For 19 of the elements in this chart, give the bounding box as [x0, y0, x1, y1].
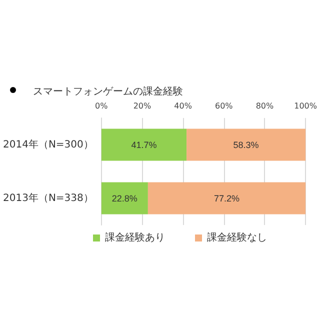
data-label: 77.2% — [214, 193, 240, 204]
data-label: 58.3% — [233, 140, 259, 150]
bar — [101, 128, 187, 161]
x-tick-label: 20% — [133, 102, 152, 110]
x-tick-label: 0% — [95, 102, 108, 110]
y-tick-label: 2014年（N=300） — [2, 138, 94, 150]
x-tick-label: 60% — [215, 102, 234, 110]
y-tick-label: 2013年（N=338） — [2, 192, 94, 204]
legend-label: 課金経験あり — [105, 232, 165, 244]
chart-title: スマートフォンゲームの課金経験 — [33, 86, 183, 98]
data-label: 22.8% — [112, 193, 138, 204]
bar — [148, 182, 306, 214]
bar — [101, 182, 148, 214]
data-label: 41.7% — [131, 140, 157, 150]
legend-label: 課金経験なし — [207, 232, 267, 244]
x-tick-label: 100% — [294, 102, 318, 110]
x-tick-label: 80% — [256, 102, 274, 110]
x-tick-label: 40% — [174, 102, 192, 110]
bar — [186, 128, 306, 161]
